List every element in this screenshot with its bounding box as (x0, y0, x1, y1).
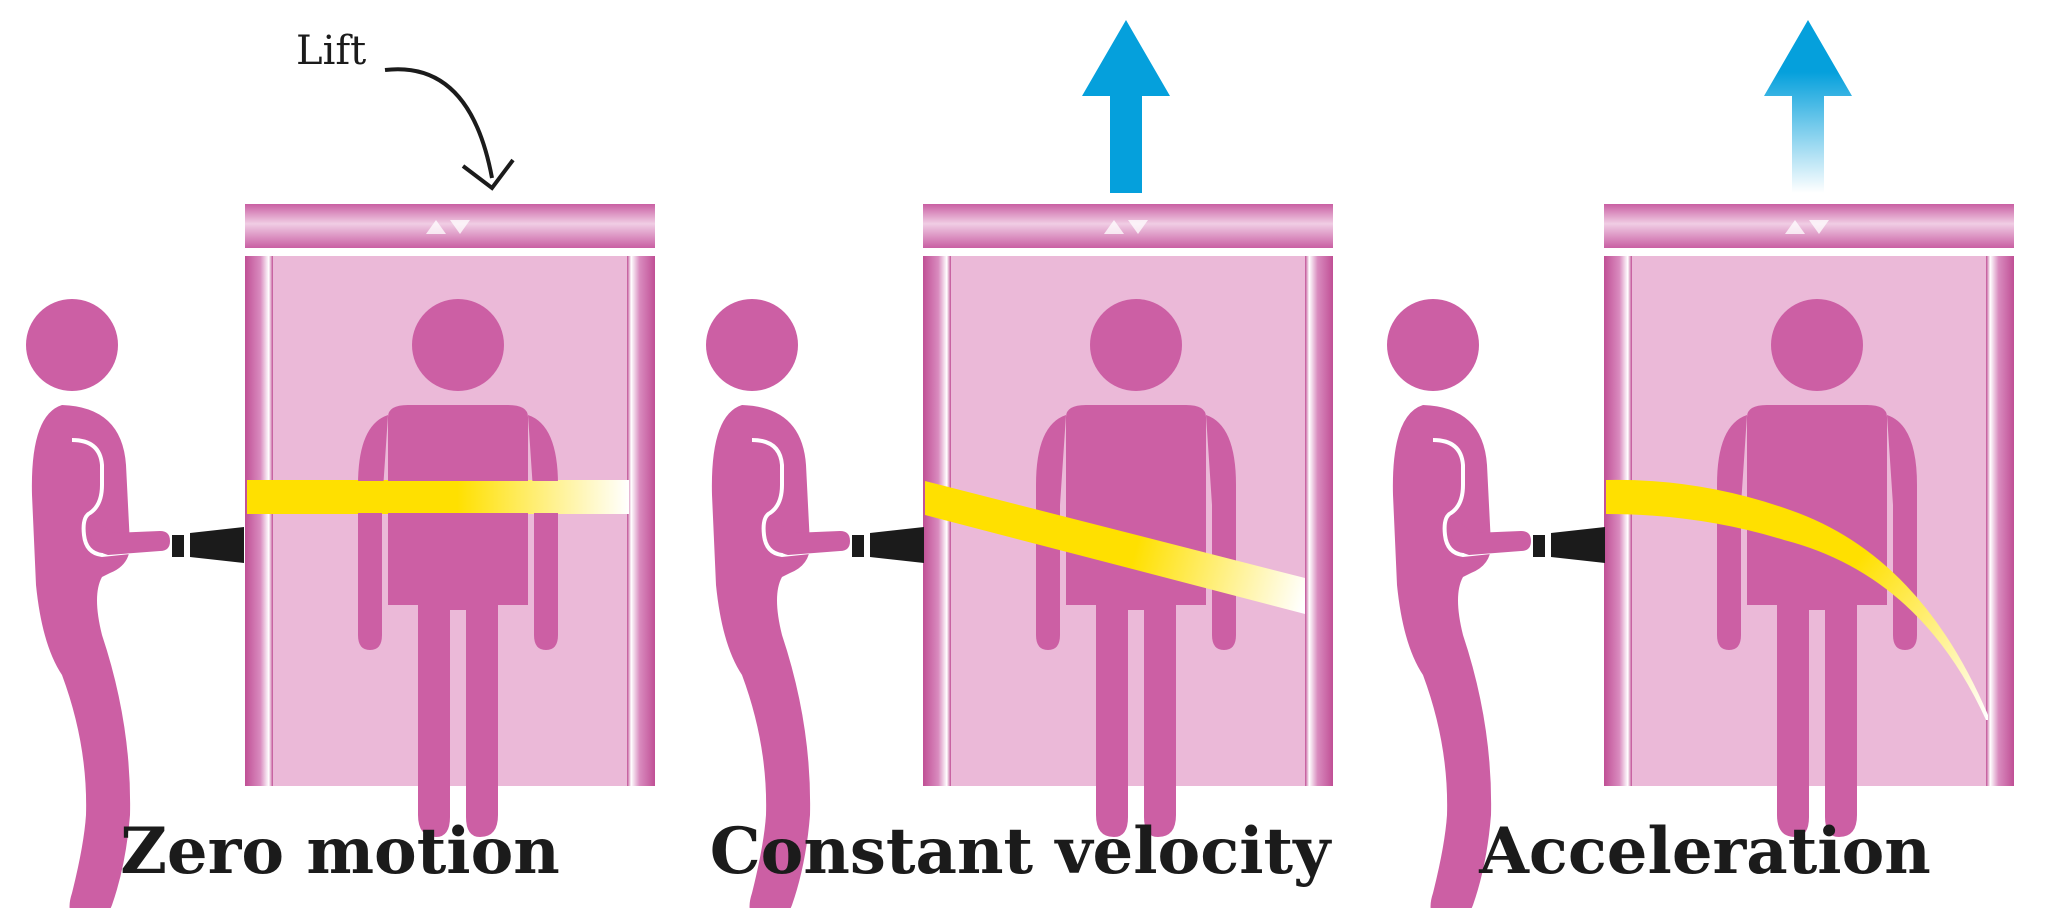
panel-acceleration (1385, 20, 2014, 908)
up-arrow-icon (1764, 20, 1852, 193)
caption-acceleration: Acceleration (1479, 814, 1931, 889)
light-beam-curved (1606, 479, 1988, 720)
light-beam-slanted (925, 481, 1305, 614)
caption-zero-motion: Zero motion (120, 814, 560, 889)
caption-constant-velocity: Constant velocity (709, 814, 1331, 889)
panel-constant-velocity (704, 20, 1333, 908)
panel-zero-motion (24, 67, 655, 908)
up-arrow-icon (1082, 20, 1170, 193)
curved-arrow-icon (384, 67, 494, 179)
lift-annotation-label: Lift (296, 28, 367, 74)
